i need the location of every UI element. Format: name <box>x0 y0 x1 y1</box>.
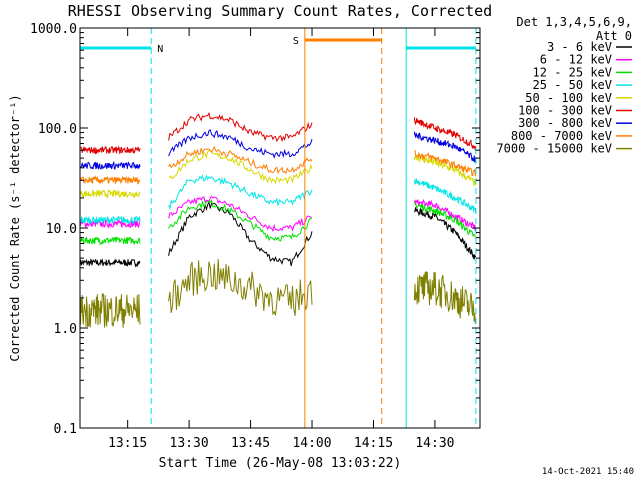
y-tick-label-0.1: 0.1 <box>54 422 77 437</box>
x-tick-label-13:15: 13:15 <box>108 436 147 451</box>
series-line-7000-15000-kev-seg0 <box>80 293 141 328</box>
generation-timestamp: 14-Oct-2021 15:40 <box>542 467 634 477</box>
series-line-800-7000-kev-seg1 <box>168 145 313 175</box>
series-line-25-50-kev-seg0 <box>80 215 141 225</box>
x-tick-label-14:00: 14:00 <box>292 436 331 451</box>
y-axis-label: Corrected Count Rate (s⁻¹ detector⁻¹) <box>8 94 22 361</box>
y-tick-label-10.0: 10.0 <box>46 222 77 237</box>
plot-frame <box>79 27 481 429</box>
x-tick-label-14:30: 14:30 <box>415 436 454 451</box>
y-tick-label-100.0: 100.0 <box>38 122 77 137</box>
legend-label-7000-15000-kev: 7000 - 15000 keV <box>496 142 612 156</box>
flag-label-N: N <box>157 44 163 55</box>
legend-label-300-800-kev: 300 - 800 keV <box>518 116 612 130</box>
legend-label-25-50-kev: 25 - 50 keV <box>533 78 612 92</box>
series-line-50-100-kev-seg1 <box>168 150 313 186</box>
series-line-300-800-kev-seg2 <box>413 131 477 163</box>
series-line-25-50-kev-seg1 <box>168 174 313 211</box>
series-line-800-7000-kev-seg2 <box>414 149 477 177</box>
legend-label-100-300-kev: 100 - 300 keV <box>518 104 612 118</box>
series-line-12-25-kev-seg2 <box>413 201 477 238</box>
legend-label-50-100-kev: 50 - 100 keV <box>525 91 612 105</box>
series-line-3-6-kev-seg0 <box>80 258 141 268</box>
x-tick-label-13:45: 13:45 <box>231 436 270 451</box>
x-tick-label-14:15: 14:15 <box>354 436 393 451</box>
series-line-50-100-kev-seg2 <box>413 155 477 187</box>
series-line-12-25-kev-seg0 <box>80 236 141 246</box>
series-line-300-800-kev-seg0 <box>80 160 141 171</box>
x-axis-label: Start Time (26-May-08 13:03:22) <box>159 456 402 471</box>
series-line-100-300-kev-seg1 <box>168 111 313 143</box>
legend-label-800-7000-kev: 800 - 7000 keV <box>511 129 612 143</box>
series-line-6-12-kev-seg1 <box>168 195 313 233</box>
plot-area: NS <box>80 28 477 428</box>
series-line-12-25-kev-seg1 <box>168 198 313 242</box>
series-line-100-300-kev-seg0 <box>80 145 141 155</box>
series-line-6-12-kev-seg2 <box>413 198 477 232</box>
chart-title: RHESSI Observing Summary Count Rates, Co… <box>68 2 492 20</box>
series-line-7000-15000-kev-seg2 <box>413 271 477 324</box>
series-line-25-50-kev-seg2 <box>413 178 477 214</box>
series-line-800-7000-kev-seg0 <box>80 175 141 185</box>
y-tick-label-1000.0: 1000.0 <box>30 22 77 37</box>
series-line-100-300-kev-seg2 <box>413 117 477 152</box>
series-line-6-12-kev-seg0 <box>80 218 140 229</box>
axes: 13:15 13:30 13:45 14:00 14:15 14:30 0.1 1.0 10.0… <box>30 22 480 451</box>
flag-label-S: S <box>293 36 299 47</box>
legend-header-line-2: Att 0 <box>596 29 632 43</box>
series-line-3-6-kev-seg1 <box>168 201 313 266</box>
legend-label-12-25-kev: 12 - 25 keV <box>533 65 612 79</box>
series-line-7000-15000-kev-seg1 <box>168 258 313 316</box>
series-line-3-6-kev-seg2 <box>413 207 477 260</box>
series-line-300-800-kev-seg1 <box>168 129 313 159</box>
x-tick-label-13:30: 13:30 <box>170 436 209 451</box>
legend-label-3-6-kev: 3 - 6 keV <box>547 40 612 54</box>
plot-content <box>80 28 477 428</box>
legend-label-6-12-kev: 6 - 12 keV <box>540 53 612 67</box>
legend-header-line-1: Det 1,3,4,5,6,9, <box>516 15 632 29</box>
series-line-50-100-kev-seg0 <box>80 188 141 199</box>
y-tick-label-1.0: 1.0 <box>54 322 77 337</box>
